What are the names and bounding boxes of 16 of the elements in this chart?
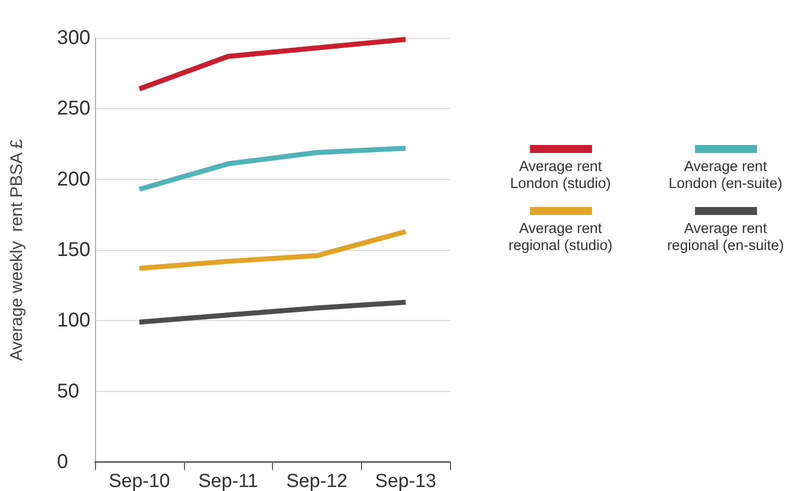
y-tick-label: 200: [57, 168, 90, 190]
y-tick-label: 250: [57, 98, 90, 120]
y-tick-label: 50: [57, 380, 80, 402]
x-tick-label: Sep-11: [198, 471, 258, 491]
x-tick-label: Sep-10: [108, 471, 170, 491]
y-tick-label: 150: [57, 239, 90, 261]
legend-label: Average rent London (studio): [509, 159, 612, 193]
legend-label: Average rent London (en-suite): [668, 159, 784, 193]
legend-label: Average rent regional (en-suite): [666, 221, 785, 255]
y-axis-title: Average weekly rent PBSA £: [7, 138, 26, 361]
x-tick-label: Sep-13: [374, 471, 436, 491]
y-tick-label: 100: [57, 310, 90, 332]
x-tick-label: Sep-12: [286, 471, 348, 491]
legend-label: Average rent regional (studio): [508, 221, 614, 255]
y-tick-label: 0: [57, 451, 68, 473]
y-tick-label: 300: [57, 27, 90, 49]
